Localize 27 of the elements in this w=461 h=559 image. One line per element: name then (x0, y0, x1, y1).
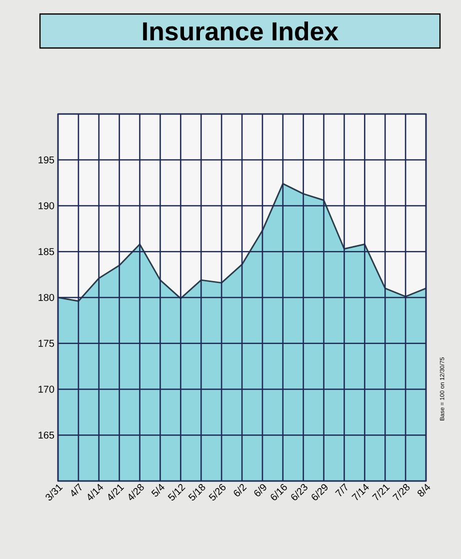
x-tick-label: 7/28 (392, 484, 410, 500)
x-tick-label: 6/9 (254, 484, 266, 496)
chart-title: Insurance Index (143, 21, 338, 41)
x-tick-label: 4/21 (108, 484, 124, 500)
y-tick-label: 180 (38, 294, 54, 302)
y-tick-label: 195 (38, 156, 54, 164)
x-tick-label: 6/23 (291, 484, 308, 500)
x-tick-label: 4/14 (88, 484, 104, 500)
x-tick-label: 5/18 (188, 484, 206, 500)
y-tick-label: 165 (38, 432, 54, 439)
y-tick-label: 190 (38, 202, 54, 210)
x-tick-label: 5/26 (208, 484, 226, 500)
x-tick-label: 6/2 (234, 484, 247, 496)
x-tick-label: 6/16 (270, 484, 287, 500)
x-tick-label: 4/7 (71, 483, 82, 496)
x-tick-label: 7/7 (335, 483, 348, 496)
x-tick-label: 5/4 (151, 484, 164, 497)
x-tick-label: 4/28 (128, 484, 144, 500)
y-tick-label: 175 (38, 340, 54, 347)
x-tick-label: 6/29 (312, 484, 328, 500)
x-tick-label: 7/14 (352, 484, 369, 500)
x-tick-label: 5/12 (168, 484, 186, 500)
y-tick-label: 170 (38, 386, 54, 393)
y-tick-label: 185 (38, 248, 54, 256)
x-tick-label: 3/31 (46, 484, 63, 500)
x-tick-label: 7/21 (372, 484, 390, 500)
x-tick-label: 8/4 (418, 484, 430, 497)
